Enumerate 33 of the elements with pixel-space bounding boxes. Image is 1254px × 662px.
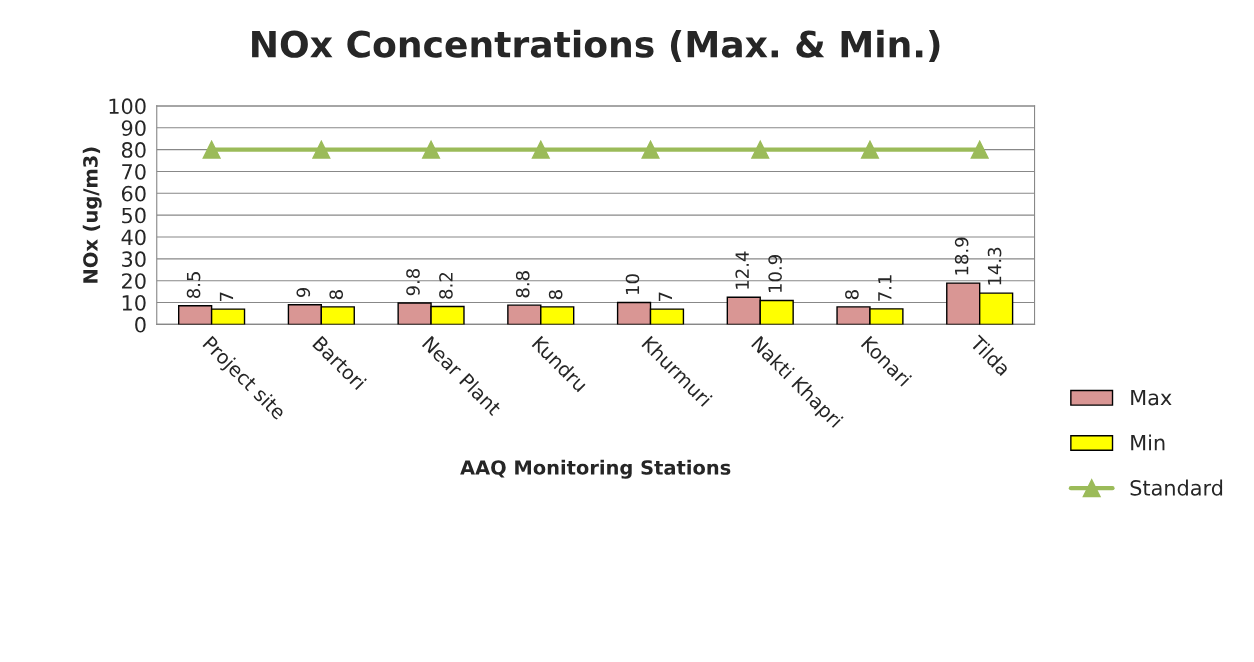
data-label: 8 — [548, 290, 563, 300]
y-tick-label: 10 — [122, 294, 146, 311]
y-tick-label: 30 — [122, 251, 146, 268]
y-tick-label: 20 — [122, 273, 146, 289]
data-label: 9.8 — [406, 268, 420, 296]
data-label: 10.9 — [768, 255, 782, 293]
data-label: 14.3 — [987, 247, 1002, 285]
data-label: 7.1 — [878, 275, 892, 301]
data-label: 8 — [845, 290, 859, 300]
y-axis-title: NOx (ug/m3) — [82, 147, 102, 283]
data-label: 9 — [296, 287, 311, 298]
y-tick-label: 90 — [121, 120, 146, 136]
y-tick-label: 60 — [121, 185, 146, 202]
y-tick-label: 100 — [109, 98, 146, 115]
legend-label: Standard — [1130, 479, 1223, 496]
y-tick-label: 80 — [121, 142, 146, 158]
y-tick-label: 50 — [122, 207, 146, 224]
legend-label: Max — [1131, 389, 1172, 406]
data-label: 18.9 — [954, 237, 969, 275]
y-tick-label: 70 — [122, 163, 146, 180]
data-label: 7 — [658, 292, 672, 302]
x-axis-title: AAQ Monitoring Stations — [460, 459, 731, 479]
data-label: 8.8 — [515, 271, 530, 298]
data-label: 8 — [329, 290, 344, 300]
legend-label: Min — [1131, 434, 1165, 451]
y-tick-label: 40 — [121, 229, 146, 246]
data-label: 7 — [219, 292, 234, 302]
y-tick-label: 0 — [135, 316, 146, 333]
data-label: 12.4 — [735, 251, 749, 289]
data-label: 10 — [625, 274, 640, 294]
data-label: 8.5 — [186, 272, 201, 299]
chart-title: NOx Concentrations (Max. & Min.) — [252, 29, 940, 63]
data-label: 8.2 — [439, 273, 453, 299]
